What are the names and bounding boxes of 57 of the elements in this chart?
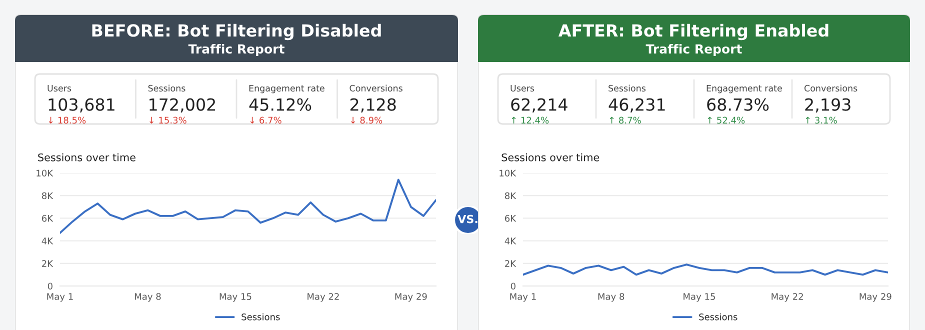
x-tick-label: May 15 — [684, 293, 715, 302]
y-tick-label: 6K — [42, 214, 54, 222]
text: ↓ 8.9% — [351, 116, 382, 124]
text: 2,128 — [350, 98, 396, 113]
text: 2,193 — [805, 98, 850, 113]
legend-label: Sessions — [699, 313, 738, 320]
y-tick-label: 6K — [505, 214, 516, 222]
x-tick-label: May 22 — [772, 293, 803, 302]
text: Engagement rate — [249, 85, 324, 94]
line-series — [523, 264, 888, 276]
x-tick-label: May 29 — [395, 293, 427, 302]
y-tick-label: 0 — [48, 282, 52, 290]
y-tick-label: 8K — [505, 192, 516, 200]
line-series — [60, 178, 436, 234]
text: Users — [48, 85, 72, 92]
text: BEFORE: Bot Filtering Disabled — [92, 24, 381, 40]
text: 45.12% — [249, 98, 312, 111]
text: Sessions — [148, 84, 186, 92]
text: 172,002 — [150, 98, 215, 113]
y-tick-label: 10K — [36, 170, 54, 177]
text: AFTER: Bot Filtering Enabled — [558, 24, 828, 40]
text: Conversions — [350, 84, 402, 92]
text: Users — [510, 85, 534, 92]
y-tick-label: 2K — [505, 260, 516, 267]
x-tick-label: May 8 — [598, 293, 624, 302]
text: ↑ 12.4% — [512, 116, 549, 124]
text: Traffic Report — [188, 44, 284, 56]
y-tick-label: 0 — [510, 282, 516, 290]
text: ↑ 8.7% — [610, 116, 641, 124]
text: Conversions — [804, 84, 858, 92]
text: 68.73% — [707, 98, 769, 111]
x-tick-label: May 29 — [860, 293, 892, 302]
y-tick-label: 8K — [42, 192, 54, 200]
text: 103,681 — [48, 98, 114, 113]
text: Engagement rate — [706, 85, 782, 94]
legend-label: Sessions — [242, 313, 280, 320]
chart-title: Sessions over time — [38, 153, 136, 162]
text: ↓ 6.7% — [250, 116, 282, 124]
x-tick-label: May 15 — [220, 293, 252, 302]
text: Traffic Report — [646, 44, 742, 56]
x-tick-label: May 22 — [308, 293, 339, 302]
chart-title: Sessions over time — [502, 153, 600, 162]
y-tick-label: 2K — [42, 260, 54, 267]
text: ↑ 52.4% — [708, 116, 745, 124]
x-tick-label: May 1 — [510, 293, 536, 302]
text: ↑ 3.1% — [806, 116, 837, 124]
y-tick-label: 4K — [504, 238, 516, 244]
text: VS. — [458, 214, 478, 224]
y-tick-label: 4K — [42, 238, 54, 244]
text: Sessions — [608, 84, 646, 92]
text: 46,231 — [608, 98, 665, 113]
x-tick-label: May 8 — [134, 293, 161, 302]
text: 62,214 — [511, 98, 568, 113]
x-tick-label: May 1 — [47, 293, 73, 302]
y-tick-label: 10K — [500, 170, 516, 177]
text: ↓ 15.3% — [150, 116, 186, 124]
text: ↓ 18.5% — [48, 116, 86, 124]
